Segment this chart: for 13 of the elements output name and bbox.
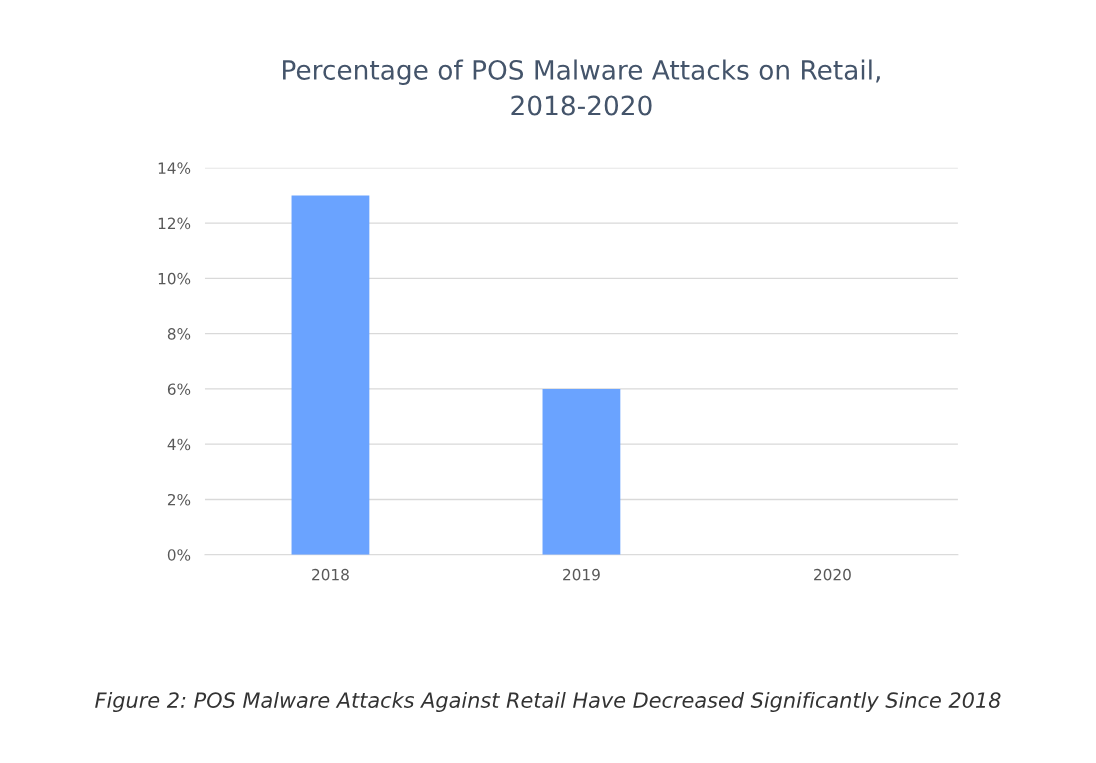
y-tick-label: 4% — [167, 438, 191, 451]
x-tick-label: 2018 — [312, 568, 349, 581]
x-tick-label: 2020 — [814, 568, 851, 581]
y-tick-label: 10% — [158, 272, 191, 285]
x-tick-label: 2019 — [563, 568, 600, 581]
chart-title: Percentage of POS Malware Attacks on Retail, 2018-2020 — [283, 59, 880, 116]
y-tick-label: 0% — [167, 549, 191, 561]
y-tick-label: 2% — [167, 493, 191, 506]
y-tick-label: 8% — [167, 328, 191, 340]
y-tick-label: 14% — [158, 162, 191, 174]
y-tick-label: 12% — [158, 217, 191, 230]
caption: Figure 2: POS Malware Attacks Against Retail Have Decreased Significantly Since 2018 — [95, 691, 1001, 713]
y-tick-label: 6% — [167, 383, 191, 395]
